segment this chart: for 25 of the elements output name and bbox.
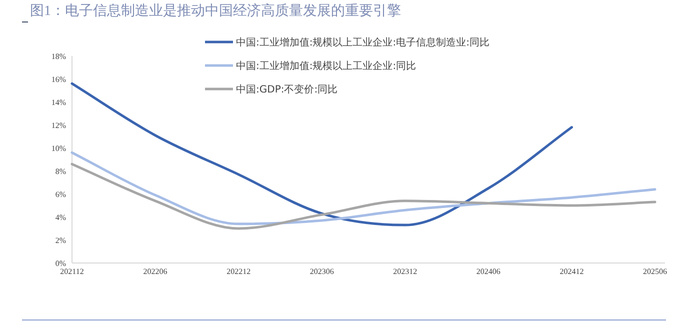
y-tick-label: 10%: [51, 144, 66, 153]
y-tick-label: 0%: [55, 259, 66, 268]
y-tick-label: 16%: [51, 75, 66, 84]
y-tick-label: 18%: [51, 52, 66, 61]
y-tick-label: 2%: [55, 236, 66, 245]
y-tick-label: 8%: [55, 167, 66, 176]
x-tick-label: 202506: [643, 267, 667, 276]
y-tick-label: 4%: [55, 213, 66, 222]
line-series: [70, 151, 656, 226]
line-series: [70, 82, 573, 226]
legend-label: 中国:工业增加值:规模以上工业企业:同比: [236, 60, 416, 72]
y-tick-label: 14%: [51, 98, 66, 107]
x-tick-label: 202206: [143, 267, 168, 276]
x-tick-label: 202312: [393, 267, 418, 276]
legend-label: 中国:GDP:不变价:同比: [236, 84, 338, 96]
x-tick-label: 202212: [226, 267, 251, 276]
y-tick-label: 12%: [51, 121, 66, 130]
y-tick-label: 6%: [55, 190, 66, 199]
chart-title: 图1：电子信息制造业是推动中国经济高质量发展的重要引擎: [30, 3, 401, 19]
x-tick-label: 202406: [476, 267, 500, 276]
x-tick-label: 202306: [310, 267, 334, 276]
line-series: [70, 162, 656, 230]
x-tick-label: 202112: [60, 267, 84, 276]
x-tick-label: 202412: [560, 267, 584, 276]
legend-label: 中国:工业增加值:规模以上工业企业:电子信息制造业:同比: [236, 36, 490, 48]
